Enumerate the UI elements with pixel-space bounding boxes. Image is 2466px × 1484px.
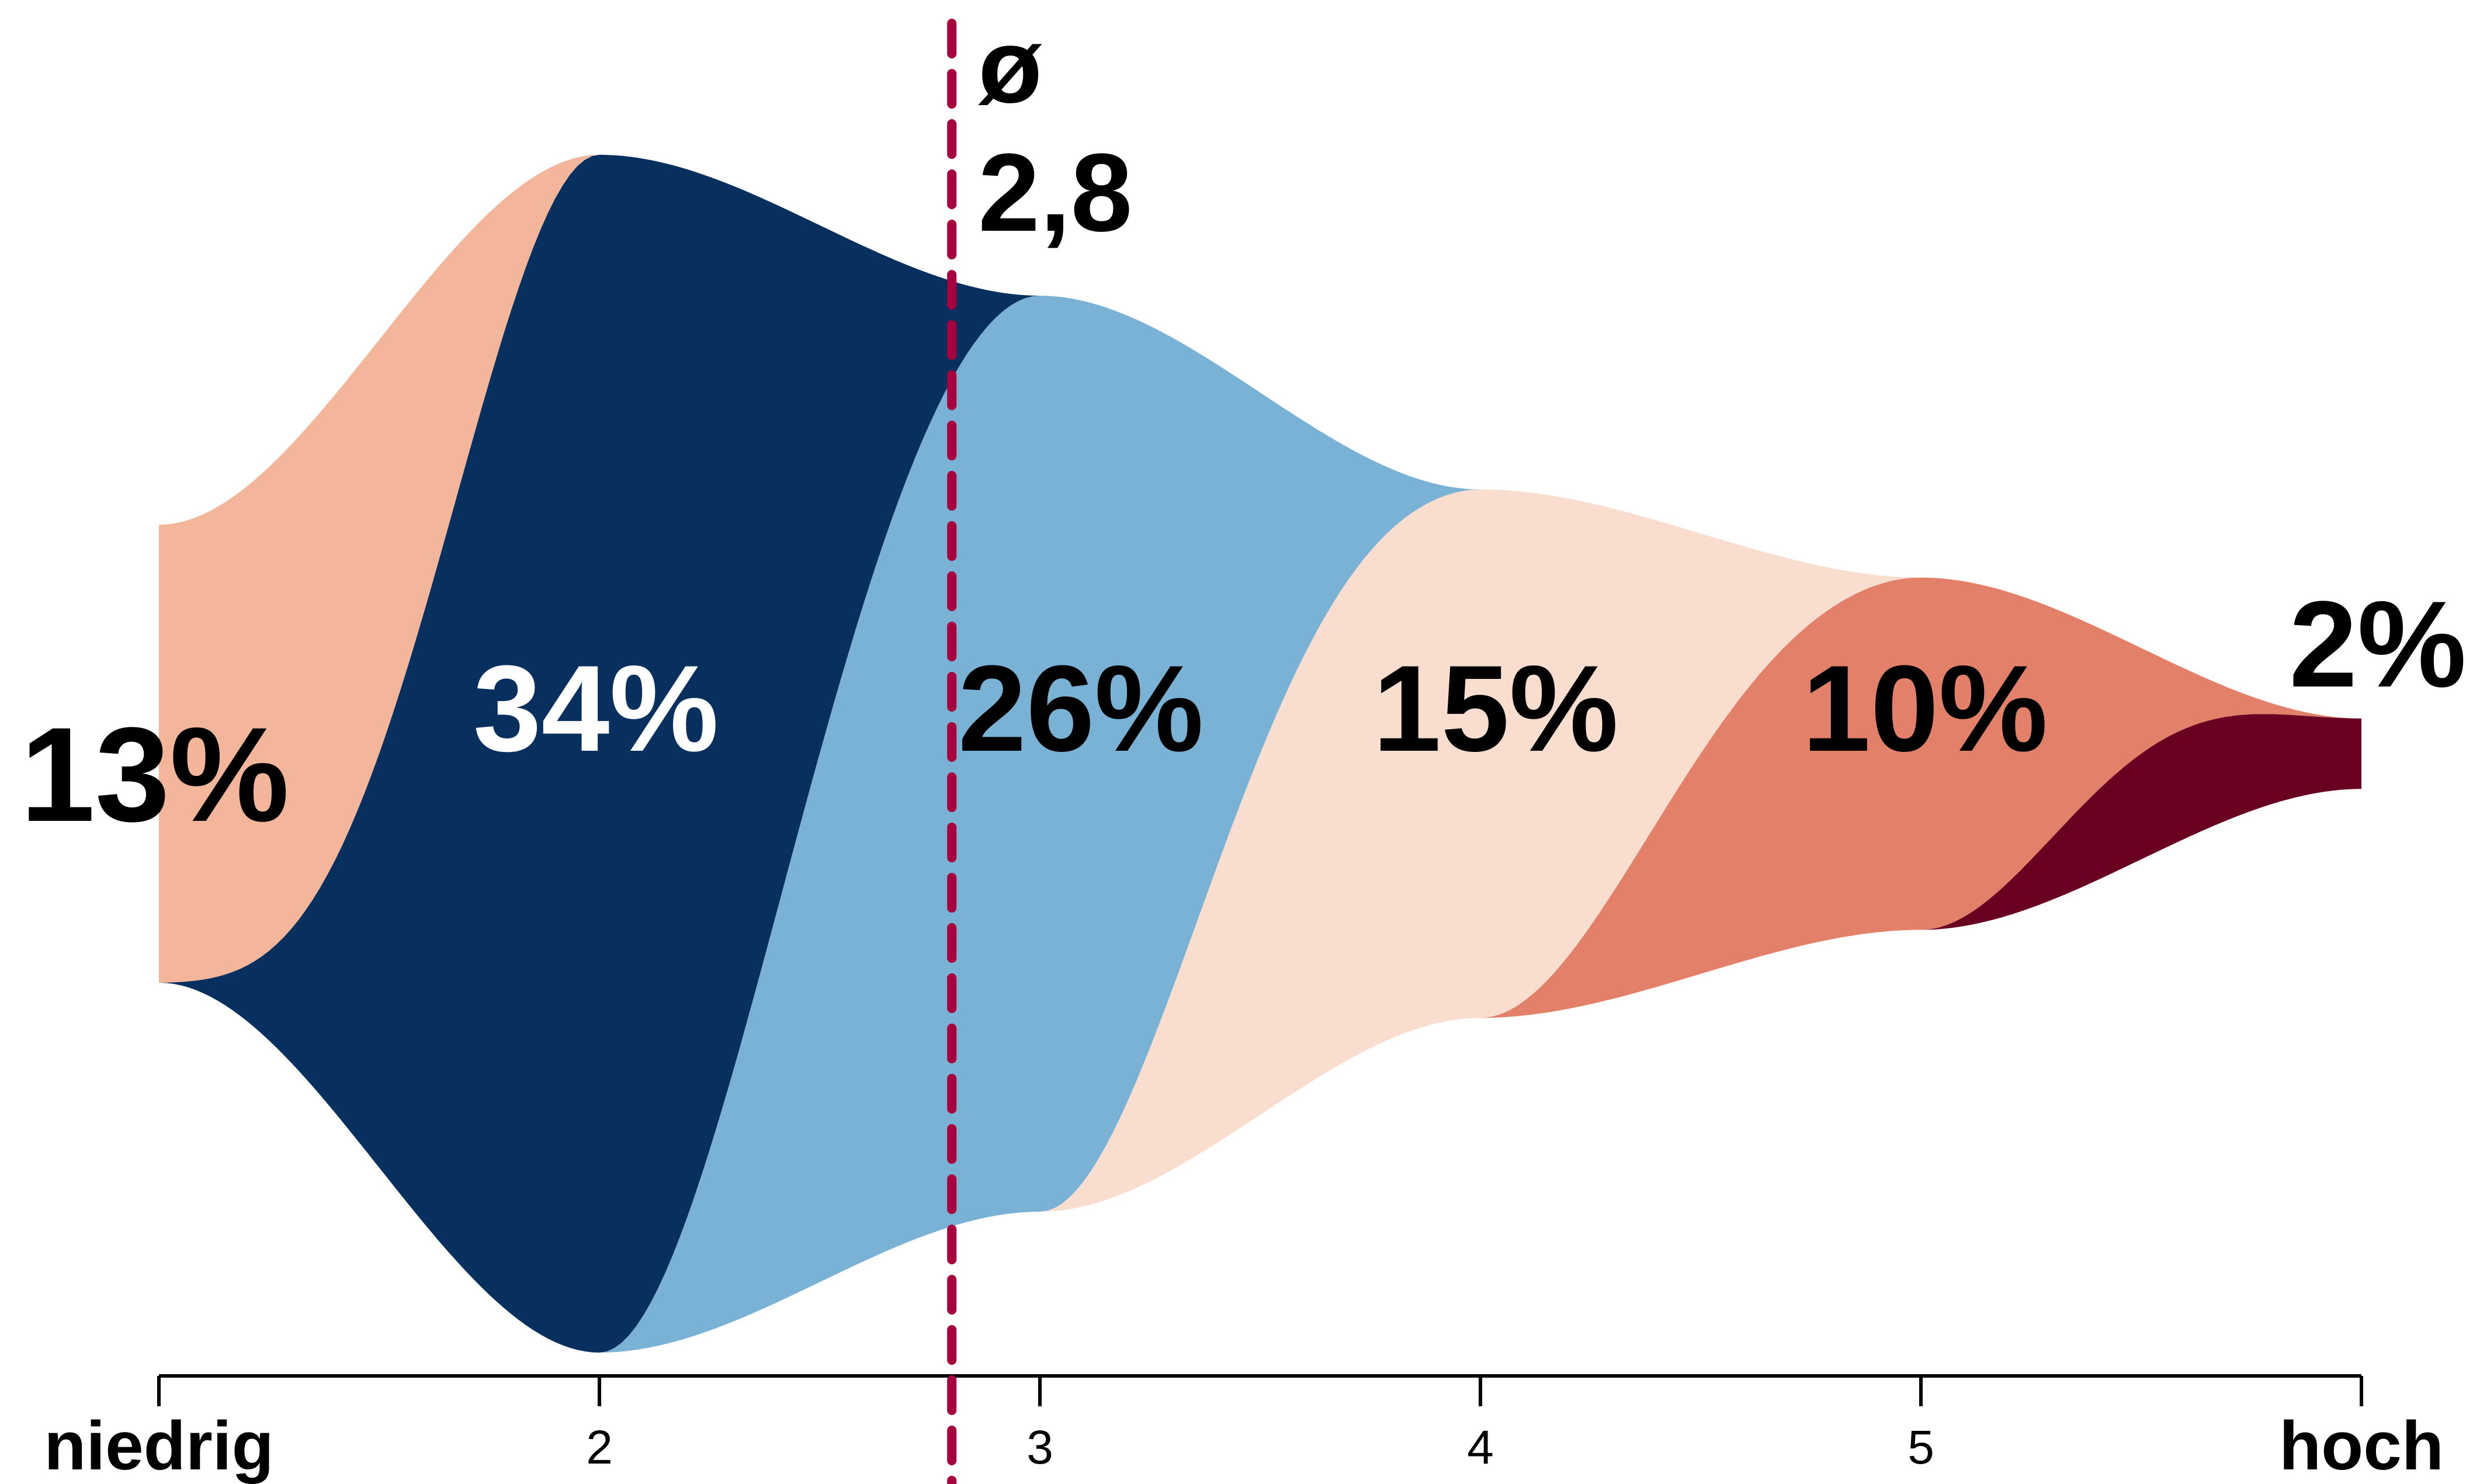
mean-value-label: 2,8 bbox=[978, 131, 1132, 255]
distribution-bands bbox=[159, 154, 2361, 1353]
band-6 bbox=[1921, 714, 2361, 930]
tick-label: 5 bbox=[1907, 1421, 1934, 1474]
band-1 bbox=[159, 154, 599, 983]
value-labels: 13% 34% 26% 15% 10% 2% bbox=[20, 575, 2466, 850]
band-5 bbox=[1480, 577, 2361, 1018]
value-label-6: 2% bbox=[2289, 575, 2466, 713]
value-label-1: 13% bbox=[20, 699, 289, 850]
band-3 bbox=[599, 296, 1480, 1353]
value-label-4: 15% bbox=[1373, 640, 1618, 777]
band-2 bbox=[159, 154, 1040, 1353]
band-4 bbox=[1040, 489, 1921, 1212]
value-label-2: 34% bbox=[473, 640, 719, 777]
mean-symbol: ø bbox=[978, 8, 1042, 125]
x-axis: niedrig hoch 2 3 4 5 bbox=[44, 1374, 2444, 1484]
value-label-5: 10% bbox=[1802, 640, 2048, 777]
value-label-3: 26% bbox=[958, 640, 1203, 777]
scale-high-label: hoch bbox=[2279, 1407, 2444, 1484]
tick-label: 2 bbox=[586, 1421, 613, 1474]
tick-label: 4 bbox=[1467, 1421, 1494, 1474]
mean-marker: ø2,8 bbox=[947, 8, 1132, 1484]
scale-low-label: niedrig bbox=[44, 1407, 273, 1484]
tick-label: 3 bbox=[1026, 1421, 1053, 1474]
